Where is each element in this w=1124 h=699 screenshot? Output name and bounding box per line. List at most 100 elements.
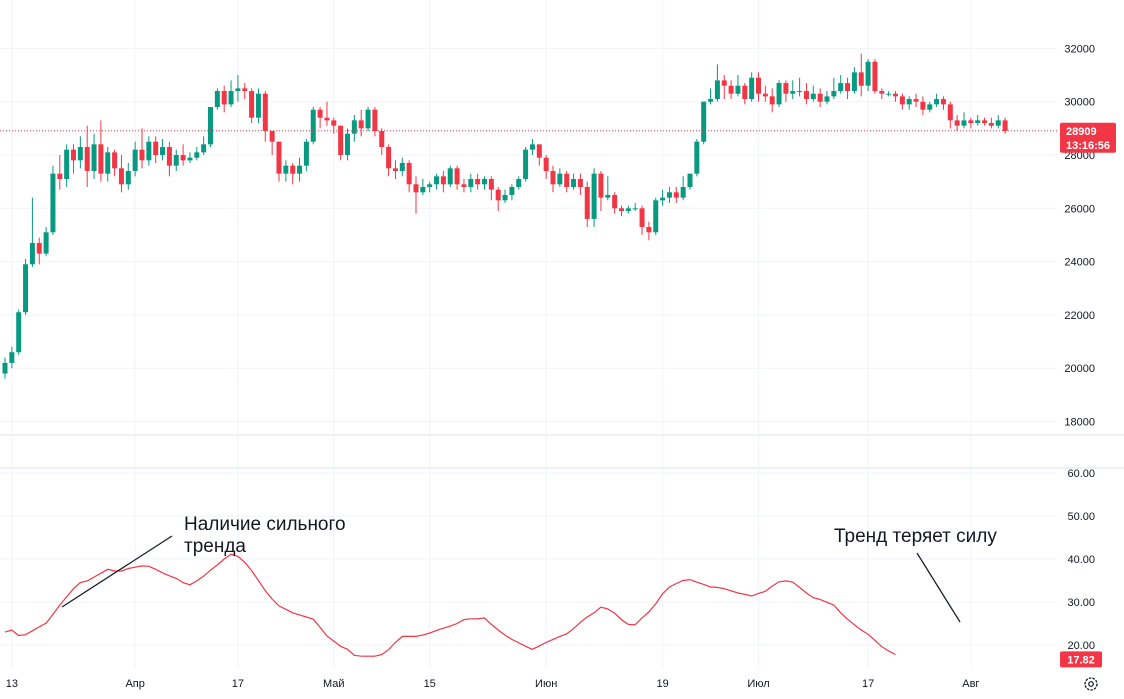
candle[interactable] — [242, 83, 248, 100]
candle[interactable] — [488, 176, 494, 201]
candle[interactable] — [995, 115, 1001, 129]
price-pane[interactable] — [0, 53, 1057, 379]
candle[interactable] — [427, 181, 433, 193]
candle[interactable] — [365, 107, 371, 132]
candle[interactable] — [564, 170, 570, 193]
candle[interactable] — [9, 346, 15, 369]
candle[interactable] — [214, 88, 220, 110]
candle[interactable] — [927, 101, 933, 113]
candle[interactable] — [276, 141, 282, 182]
candle[interactable] — [940, 96, 946, 110]
candle[interactable] — [653, 197, 659, 235]
candle[interactable] — [406, 160, 412, 193]
candle[interactable] — [166, 141, 172, 177]
candle[interactable] — [208, 107, 213, 148]
candle[interactable] — [701, 101, 707, 145]
candle[interactable] — [2, 357, 8, 379]
candle[interactable] — [495, 186, 501, 211]
candle[interactable] — [879, 88, 885, 100]
candle[interactable] — [536, 144, 542, 166]
candle[interactable] — [440, 170, 446, 193]
candle[interactable] — [235, 75, 241, 102]
candle[interactable] — [954, 115, 960, 132]
candle[interactable] — [790, 80, 796, 100]
candle[interactable] — [180, 144, 186, 166]
candle[interactable] — [98, 120, 104, 182]
candle[interactable] — [262, 91, 268, 142]
candle[interactable] — [475, 173, 481, 190]
candle[interactable] — [146, 136, 152, 166]
candle[interactable] — [317, 107, 323, 129]
candle[interactable] — [858, 53, 864, 97]
candle[interactable] — [392, 160, 398, 179]
candle[interactable] — [23, 258, 29, 315]
candle[interactable] — [331, 117, 337, 134]
candle[interactable] — [769, 88, 775, 113]
candle[interactable] — [543, 155, 549, 179]
candle[interactable] — [680, 176, 686, 201]
candle[interactable] — [550, 165, 556, 193]
candle[interactable] — [43, 226, 49, 257]
candle[interactable] — [557, 168, 563, 187]
candle[interactable] — [803, 83, 809, 105]
candle[interactable] — [735, 75, 741, 97]
candle[interactable] — [838, 75, 844, 94]
candle[interactable] — [399, 157, 405, 177]
candle[interactable] — [173, 149, 179, 171]
candle[interactable] — [529, 139, 535, 155]
candle[interactable] — [920, 96, 926, 116]
candle[interactable] — [29, 197, 35, 267]
candle[interactable] — [16, 309, 22, 355]
candle[interactable] — [632, 202, 638, 211]
candle[interactable] — [255, 88, 261, 124]
candle[interactable] — [64, 144, 70, 187]
candle[interactable] — [968, 117, 974, 129]
candle[interactable] — [201, 136, 207, 155]
candle[interactable] — [673, 186, 679, 203]
candle[interactable] — [625, 205, 631, 214]
candle[interactable] — [886, 91, 892, 97]
candle[interactable] — [619, 205, 624, 217]
candle[interactable] — [221, 85, 227, 113]
candle[interactable] — [132, 141, 138, 177]
candle[interactable] — [831, 77, 837, 100]
candle[interactable] — [413, 176, 419, 214]
candle[interactable] — [420, 178, 426, 195]
candle[interactable] — [345, 128, 350, 161]
candle[interactable] — [584, 181, 590, 227]
candle[interactable] — [742, 83, 748, 105]
candle[interactable] — [687, 173, 693, 190]
candle[interactable] — [605, 176, 611, 201]
candle[interactable] — [591, 168, 597, 227]
candle[interactable] — [77, 136, 83, 169]
candle[interactable] — [571, 173, 577, 190]
candle[interactable] — [893, 91, 898, 102]
candle[interactable] — [57, 155, 63, 190]
candle[interactable] — [187, 152, 193, 163]
candle[interactable] — [721, 75, 727, 100]
candle[interactable] — [666, 186, 672, 203]
candle[interactable] — [749, 72, 755, 102]
candle[interactable] — [660, 189, 666, 206]
candle[interactable] — [358, 109, 364, 137]
candle[interactable] — [283, 160, 289, 182]
candle[interactable] — [71, 144, 76, 174]
candle[interactable] — [639, 205, 645, 235]
candle[interactable] — [824, 91, 830, 105]
candle[interactable] — [509, 184, 515, 201]
candle[interactable] — [91, 133, 97, 179]
candle[interactable] — [50, 165, 56, 235]
candle[interactable] — [708, 88, 714, 105]
candle[interactable] — [961, 112, 967, 129]
candle[interactable] — [461, 178, 467, 193]
candle[interactable] — [694, 139, 700, 177]
candle[interactable] — [913, 93, 919, 108]
candle[interactable] — [112, 149, 118, 177]
candle[interactable] — [783, 80, 789, 102]
candle[interactable] — [153, 136, 159, 163]
candle[interactable] — [386, 144, 392, 177]
candle[interactable] — [468, 173, 474, 193]
candle[interactable] — [447, 165, 453, 187]
candle[interactable] — [776, 80, 782, 108]
